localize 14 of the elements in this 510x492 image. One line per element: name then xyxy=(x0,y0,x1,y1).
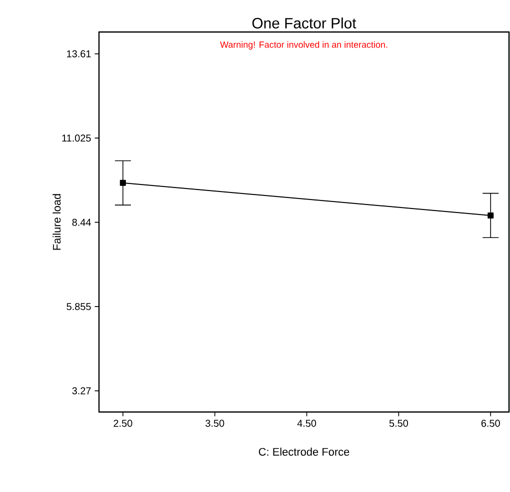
y-tick-label: 13.61 xyxy=(67,50,91,58)
annotation: Warning! Factor involved in an interaction. xyxy=(220,41,388,50)
y-tick-label: 3.27 xyxy=(72,387,91,394)
y-axis-title: Failure load xyxy=(52,194,61,250)
x-tick-label: 4.50 xyxy=(297,420,316,427)
y-tick-label: 11.025 xyxy=(62,134,91,142)
x-axis-title: C: Electrode Force xyxy=(258,448,350,456)
x-tick-label: 3.50 xyxy=(206,420,224,427)
x-tick-label: 5.50 xyxy=(389,420,408,427)
y-tick-label: 5.855 xyxy=(66,303,91,310)
x-tick-label: 2.50 xyxy=(114,420,132,427)
x-tick-label: 6.50 xyxy=(481,420,500,427)
chart-title: One Factor Plot xyxy=(252,18,356,28)
y-tick-label: 8.44 xyxy=(72,218,91,226)
